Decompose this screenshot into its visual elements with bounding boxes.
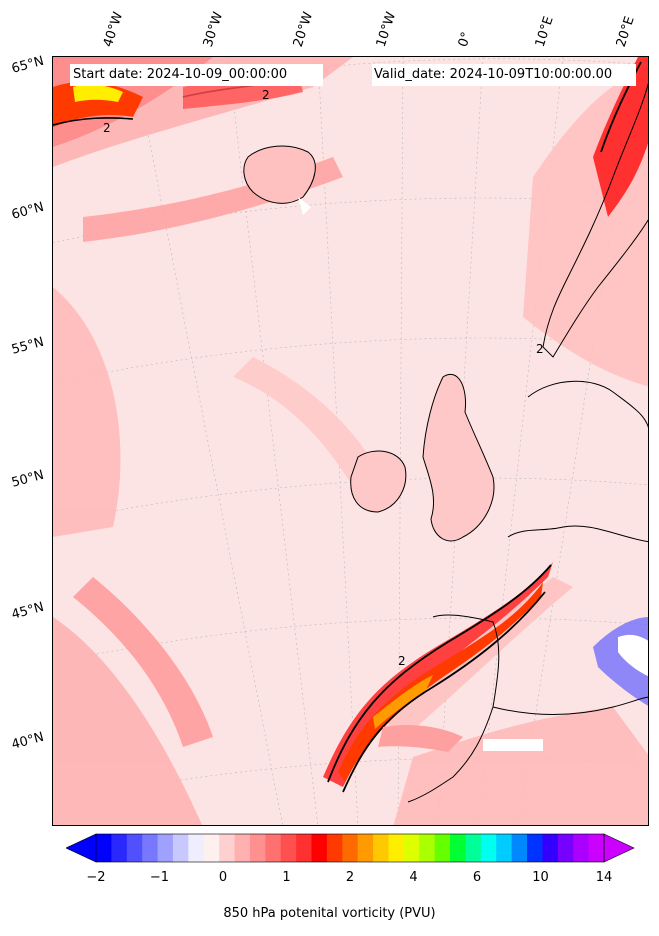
colorbar-swatch (172, 834, 189, 862)
colorbar-swatch (311, 834, 328, 862)
colorbar-swatch (296, 834, 313, 862)
latitude-label: 55°N (10, 334, 46, 358)
colorbar-swatch (203, 834, 220, 862)
vorticity-band-strong (323, 562, 553, 787)
colorbar-label: 850 hPa potenital vorticity (PVU) (223, 906, 436, 921)
colorbar-tick-label: −1 (149, 870, 170, 885)
vorticity-band-north (593, 57, 648, 217)
colorbar-swatch (588, 834, 605, 862)
colorbar-swatch (419, 834, 436, 862)
colorbar-swatch (511, 834, 528, 862)
potential-vorticity-field: 2 2 2 2 (53, 57, 648, 825)
colorbar-swatch (157, 834, 174, 862)
longitude-label: 0° (455, 30, 475, 49)
colorbar-swatch (465, 834, 482, 862)
longitude-label: 20°E (613, 14, 638, 50)
contour-label: 2 (536, 342, 544, 356)
colorbar-max-arrow (603, 833, 635, 863)
colorbar-swatch (434, 834, 451, 862)
colorbar-tick-label: 6 (472, 870, 482, 885)
colorbar-swatch (373, 834, 389, 862)
longitude-label: 30°W (200, 10, 227, 49)
great-britain-outline (422, 374, 495, 542)
longitude-label: 10°E (532, 14, 557, 50)
norway-coast (542, 82, 648, 358)
colorbar-swatch (496, 834, 513, 862)
colorbar-swatch (142, 834, 159, 862)
ireland-outline (350, 450, 407, 513)
latitude-label: 65°N (10, 53, 46, 77)
colorbar-swatch (388, 834, 405, 862)
colorbar-swatch (326, 834, 343, 862)
colorbar-tick-label: 10 (532, 870, 549, 885)
colorbar-swatch (111, 834, 128, 862)
colorbar-swatch (573, 834, 590, 862)
colorbar-tick-label: −2 (86, 870, 106, 885)
colorbar-min-arrow (66, 833, 97, 863)
contour-label: 2 (398, 654, 406, 668)
colorbar-tick-label: 1 (282, 870, 291, 885)
colorbar-swatch (280, 834, 297, 862)
colorbar-swatch (557, 834, 574, 862)
iceland-outline (243, 145, 316, 204)
colorbar-swatch (450, 834, 466, 862)
colorbar-swatch (342, 834, 359, 862)
colorbar-swatch (480, 834, 497, 862)
vorticity-band-max (373, 675, 433, 729)
contour-label: 2 (262, 88, 270, 102)
longitude-label: 40°W (100, 10, 127, 49)
colorbar-swatch (527, 834, 543, 862)
colorbar-tick-label: 14 (595, 870, 613, 885)
colorbar-swatch (357, 834, 374, 862)
contour-label: 2 (103, 121, 111, 135)
longitude-label: 10°W (373, 10, 400, 49)
colorbar-swatch (234, 834, 251, 862)
latitude-label: 40°N (10, 729, 46, 753)
colorbar-swatch (96, 834, 112, 862)
colorbar-tick-label: 2 (345, 870, 355, 885)
colorbar (66, 833, 635, 863)
latitude-label: 60°N (10, 199, 46, 223)
latitude-label: 45°N (10, 599, 46, 623)
colorbar-swatch (188, 834, 205, 862)
colorbar-swatch (126, 834, 143, 862)
colorbar-swatch (403, 834, 420, 862)
colorbar-swatch (265, 834, 282, 862)
colorbar-tick-label: 4 (409, 870, 418, 885)
map-panel: 2 2 2 2 (52, 56, 649, 826)
colorbar-swatch (542, 834, 559, 862)
valid-date-label: Valid_date: 2024-10-09T10:00:00.00 (372, 64, 636, 86)
contour-line (327, 564, 552, 793)
colorbar-swatch (219, 834, 236, 862)
colorbar-tick-label: 0 (218, 870, 228, 885)
start-date-label: Start date: 2024-10-09_00:00:00 (70, 64, 323, 86)
colorbar-swatch (249, 834, 266, 862)
latitude-label: 50°N (10, 467, 46, 491)
vorticity-band-core (338, 582, 543, 782)
longitude-label: 20°W (290, 10, 317, 49)
